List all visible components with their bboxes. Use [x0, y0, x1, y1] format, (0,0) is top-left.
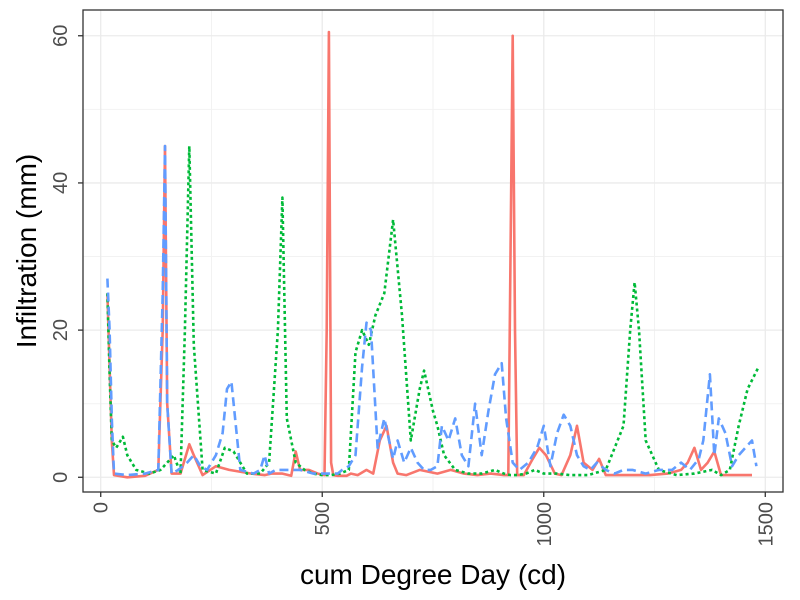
x-tick-label: 1500 — [755, 502, 777, 547]
x-tick-label: 500 — [312, 502, 334, 535]
y-tick-label: 20 — [50, 319, 72, 341]
x-axis-title: cum Degree Day (cd) — [300, 559, 566, 590]
y-tick-label: 40 — [50, 172, 72, 194]
series-lines — [106, 30, 760, 479]
minor-gridlines — [83, 10, 783, 492]
x-tick-label: 1000 — [534, 502, 556, 547]
y-axis-ticks: 0 20 40 60 — [50, 25, 83, 483]
series-line-3 — [106, 144, 758, 477]
series-line-2 — [106, 144, 760, 477]
x-tick-label: 0 — [91, 502, 113, 513]
x-axis-ticks: 0 500 1000 1500 — [91, 492, 777, 547]
y-axis-title: Infiltration (mm) — [11, 154, 42, 348]
y-tick-label: 60 — [50, 25, 72, 47]
plot-panel-border — [82, 9, 784, 493]
y-tick-label: 0 — [50, 472, 72, 483]
major-gridlines — [83, 10, 783, 492]
